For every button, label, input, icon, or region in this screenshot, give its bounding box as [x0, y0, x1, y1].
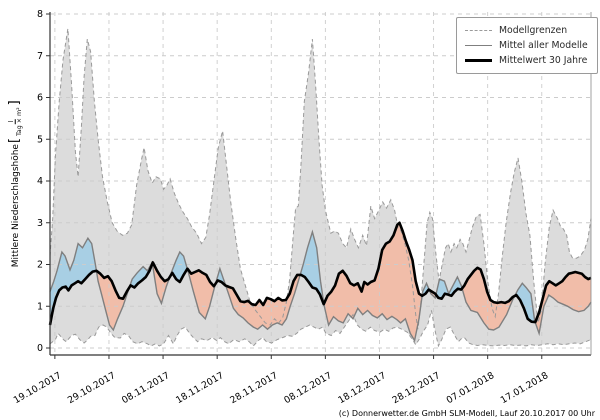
- chart-legend: Modellgrenzen Mittel aller Modelle Mitte…: [456, 17, 598, 74]
- legend-item-mittelwert-30-jahre: Mittelwert 30 Jahre: [465, 53, 588, 68]
- y-tick-label: 8: [37, 9, 43, 20]
- fill-above-normal: [129, 262, 153, 288]
- y-tick-label: 6: [37, 93, 43, 104]
- x-tick-label: 07.01.2018: [445, 370, 497, 406]
- mean-30y-line: [48, 221, 592, 326]
- gray-line-sample: [465, 45, 492, 46]
- y-tick-label: 1: [37, 301, 43, 312]
- y-tick-label: 3: [37, 218, 43, 229]
- fill-below-normal: [535, 272, 591, 334]
- fill-below-normal: [225, 273, 301, 330]
- y-tick-label: 0: [37, 343, 43, 354]
- x-tick-label: 29.10.2017: [66, 370, 118, 406]
- dashed-line-sample: [465, 30, 492, 31]
- x-tick-label: 18.11.2017: [174, 370, 226, 406]
- x-tick-label: 08.12.2017: [282, 370, 334, 406]
- y-tick-label: 2: [37, 260, 43, 271]
- legend-label: Modellgrenzen: [499, 25, 568, 36]
- fill-below-normal: [462, 267, 515, 330]
- x-tick-label: 08.11.2017: [120, 370, 172, 406]
- fill-below-normal: [96, 270, 130, 330]
- x-tick-label: 28.11.2017: [228, 370, 280, 406]
- model-max-line: [49, 28, 592, 330]
- legend-item-mittel-aller-modelle: Mittel aller Modelle: [465, 38, 588, 53]
- legend-item-modellgrenzen: Modellgrenzen: [465, 23, 588, 38]
- fill-above-normal: [300, 231, 325, 307]
- fill-above-normal: [215, 268, 226, 286]
- y-tick-label: 5: [37, 134, 43, 145]
- fill-above-normal: [50, 238, 97, 325]
- copyright-text: (c) Donnerwetter.de GmbH SLM-Modell, Lau…: [338, 409, 595, 418]
- x-tick-label: 17.01.2018: [499, 370, 551, 406]
- y-tick-label: 7: [37, 51, 43, 62]
- y-tick-label: 4: [37, 176, 43, 187]
- x-tick-label: 18.12.2017: [336, 370, 388, 406]
- fill-above-normal: [422, 283, 430, 296]
- model-min-line: [49, 310, 592, 348]
- x-tick-label: 19.10.2017: [12, 370, 64, 406]
- black-line-sample: [465, 59, 492, 62]
- x-tick-label: 28.12.2017: [390, 370, 442, 406]
- legend-label: Mittelwert 30 Jahre: [499, 55, 588, 66]
- fill-above-normal: [436, 277, 463, 299]
- legend-label: Mittel aller Modelle: [499, 40, 588, 51]
